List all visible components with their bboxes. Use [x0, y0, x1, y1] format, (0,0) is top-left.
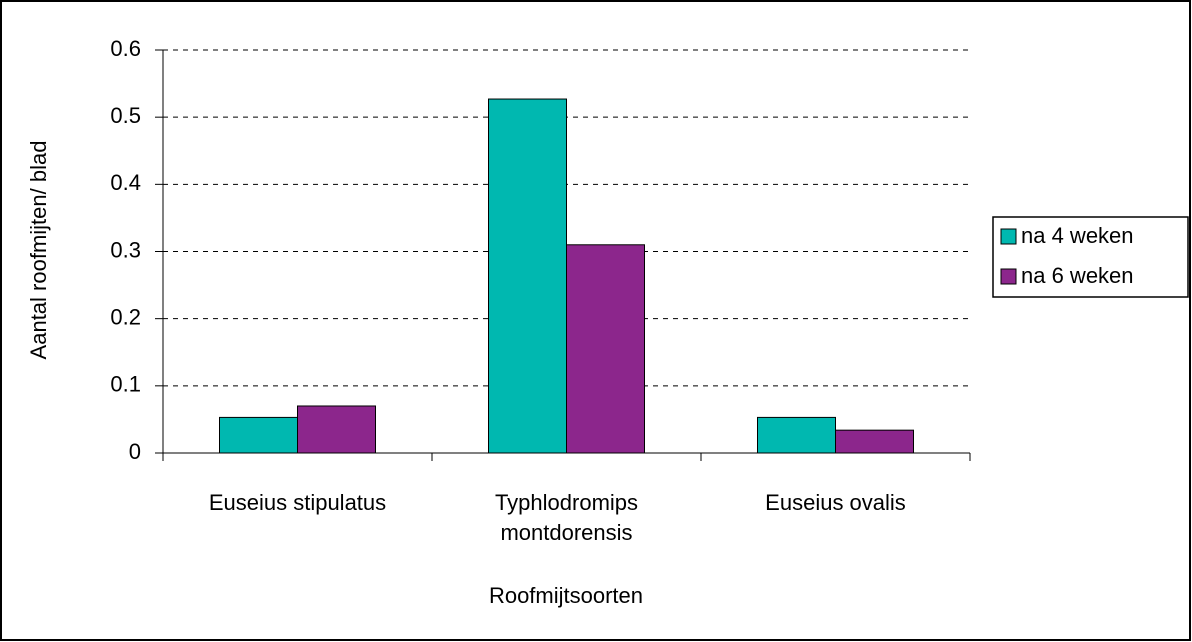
x-tick-label: Euseius stipulatus	[208, 490, 387, 515]
x-tick-label: Euseius ovalis	[765, 490, 906, 515]
legend-label: na 6 weken	[1021, 263, 1134, 288]
bar	[566, 244, 645, 454]
y-tick-label: 0.1	[110, 372, 141, 397]
legend-label: na 4 weken	[1021, 223, 1134, 248]
y-tick-label: 0.3	[110, 237, 141, 262]
legend-swatch	[1000, 268, 1017, 285]
x-axis-label: Roofmijtsoorten	[489, 583, 643, 608]
bar	[297, 405, 376, 454]
x-tick-label: Typhlodromips montdorensis	[494, 490, 639, 545]
y-tick-label: 0.5	[110, 103, 141, 128]
legend-box	[992, 216, 1189, 298]
y-tick-label: 0	[129, 439, 141, 464]
bar	[757, 416, 836, 454]
y-tick-label: 0.6	[110, 36, 141, 61]
bar	[488, 98, 567, 454]
legend-swatch	[1000, 228, 1017, 245]
bar	[219, 416, 298, 454]
bar	[835, 429, 914, 454]
y-tick-label: 0.2	[110, 304, 141, 329]
y-axis-label: Aantal roofmijten/ blad	[26, 141, 51, 360]
y-tick-label: 0.4	[110, 170, 141, 195]
